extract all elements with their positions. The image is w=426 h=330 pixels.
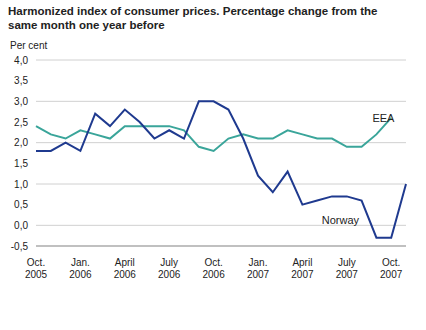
svg-text:July2006: July2006 — [158, 257, 181, 280]
svg-text:1,0: 1,0 — [14, 179, 28, 190]
svg-text:Oct.2006: Oct.2006 — [202, 257, 225, 280]
html-text:Per cent: Per cent — [10, 40, 48, 51]
svg-text:2,0: 2,0 — [14, 137, 28, 148]
svg-text:EEA: EEA — [372, 112, 395, 124]
svg-text:Jan.2007: Jan.2007 — [247, 257, 270, 280]
svg-text:1,5: 1,5 — [14, 158, 28, 169]
svg-text:Oct.2005: Oct.2005 — [25, 257, 48, 280]
svg-text:-0,5: -0,5 — [11, 241, 29, 252]
svg-text:2,5: 2,5 — [14, 117, 28, 128]
svg-text:4,0: 4,0 — [14, 55, 28, 66]
svg-text:April2006: April2006 — [114, 257, 137, 280]
svg-text:3,0: 3,0 — [14, 96, 28, 107]
svg-text:3,5: 3,5 — [14, 75, 28, 86]
svg-text:0,5: 0,5 — [14, 199, 28, 210]
svg-text:0,0: 0,0 — [14, 220, 28, 231]
svg-text:Norway: Norway — [322, 214, 360, 226]
html-text:Harmonized index of consumer p: Harmonized index of consumer prices. Per… — [8, 5, 378, 31]
svg-text:Jan.2006: Jan.2006 — [69, 257, 92, 280]
svg-text:April2007: April2007 — [291, 257, 314, 280]
svg-text:Oct.2007: Oct.2007 — [380, 257, 403, 280]
svg-text:July2007: July2007 — [336, 257, 359, 280]
